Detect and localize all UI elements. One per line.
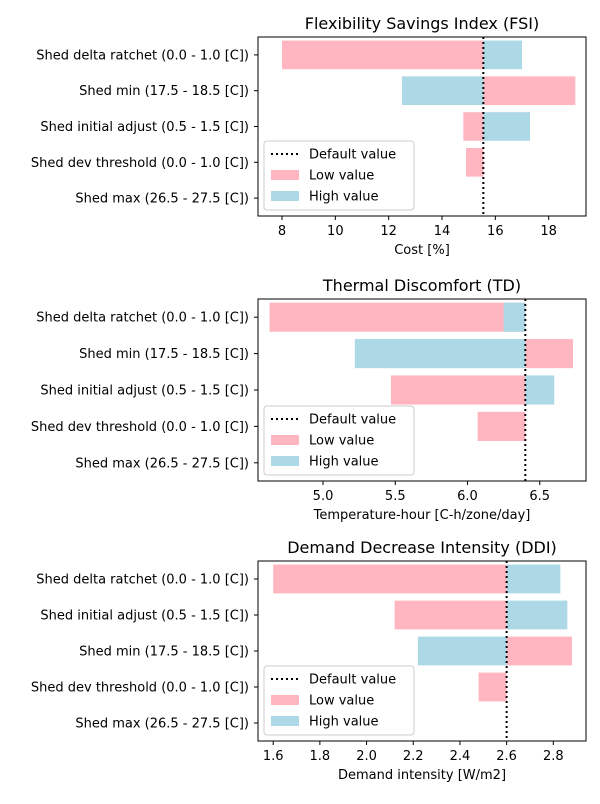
legend: Default value Low value High value [263, 140, 415, 211]
low-value-bar [483, 76, 576, 106]
legend-label: Low value [309, 434, 374, 449]
legend-label: Default value [309, 413, 396, 428]
x-axis-label: Temperature-hour [C-h/zone/day] [313, 508, 531, 523]
legend-box [263, 140, 415, 211]
category-label: Shed initial adjust (0.5 - 1.5 [C]) [40, 384, 249, 399]
legend-high-swatch [271, 191, 299, 201]
high-value-bar [525, 375, 555, 405]
low-value-bar [477, 411, 526, 441]
x-tick-label: 16 [487, 224, 504, 239]
category-label: Shed delta ratchet (0.0 - 1.0 [C]) [36, 573, 249, 588]
category-label: Shed dev threshold (0.0 - 1.0 [C]) [31, 156, 249, 171]
x-tick-label: 5.0 [313, 489, 334, 504]
x-tick-label: 6.0 [457, 489, 478, 504]
high-value-bar [503, 302, 526, 332]
chart-panel-2: Thermal Discomfort (TD) Shed delta ratche… [31, 276, 587, 523]
category-label: Shed min (17.5 - 18.5 [C]) [79, 347, 249, 362]
chart-title: Thermal Discomfort (TD) [322, 276, 521, 295]
low-value-bar [525, 339, 573, 369]
x-tick-label: 10 [327, 224, 344, 239]
plot-frame [257, 36, 587, 217]
chart-panel-3: Demand Decrease Intensity (DDI) Shed delt… [31, 538, 587, 783]
low-value-bar [394, 600, 507, 630]
legend-low-swatch [271, 170, 299, 180]
legend-low-swatch [271, 695, 299, 705]
legend-label: Low value [309, 169, 374, 184]
x-tick-label: 2.0 [356, 749, 377, 764]
legend-low-swatch [271, 435, 299, 445]
x-tick-label: 2.2 [403, 749, 424, 764]
plot-frame [257, 560, 587, 742]
x-tick-label: 6.5 [529, 489, 550, 504]
legend-label: High value [309, 715, 379, 730]
low-value-bar [273, 564, 507, 594]
chart-panel-1: Flexibility Savings Index (FSI) Shed delt… [31, 14, 587, 258]
low-value-bar [390, 375, 526, 405]
chart-title: Demand Decrease Intensity (DDI) [287, 538, 557, 557]
category-label: Shed min (17.5 - 18.5 [C]) [79, 645, 249, 660]
x-axis-label: Cost [%] [394, 243, 450, 258]
legend-label: Low value [309, 694, 374, 709]
legend: Default value Low value High value [263, 665, 415, 736]
category-label: Shed initial adjust (0.5 - 1.5 [C]) [40, 609, 249, 624]
high-value-bar [506, 600, 568, 630]
high-value-bar [483, 40, 522, 70]
legend-label: Default value [309, 148, 396, 163]
category-label: Shed dev threshold (0.0 - 1.0 [C]) [31, 420, 249, 435]
category-label: Shed delta ratchet (0.0 - 1.0 [C]) [36, 311, 249, 326]
x-tick-label: 18 [540, 224, 557, 239]
legend-box [263, 405, 415, 476]
x-tick-label: 2.8 [543, 749, 564, 764]
legend-label: Default value [309, 673, 396, 688]
category-label: Shed initial adjust (0.5 - 1.5 [C]) [40, 120, 249, 135]
high-value-bar [506, 564, 561, 594]
x-tick-label: 1.6 [263, 749, 284, 764]
low-value-bar [478, 672, 507, 702]
x-tick-label: 14 [434, 224, 451, 239]
category-label: Shed max (26.5 - 27.5 [C]) [75, 192, 249, 207]
low-value-bar [282, 40, 484, 70]
legend-high-swatch [271, 716, 299, 726]
high-value-bar [483, 112, 530, 141]
x-axis-label: Demand intensity [W/m2] [338, 768, 506, 783]
low-value-bar [463, 112, 484, 141]
category-label: Shed min (17.5 - 18.5 [C]) [79, 84, 249, 99]
legend-box [263, 665, 415, 736]
category-label: Shed dev threshold (0.0 - 1.0 [C]) [31, 681, 249, 696]
low-value-bar [269, 302, 526, 332]
x-tick-label: 2.4 [450, 749, 471, 764]
plot-frame [257, 298, 587, 482]
category-label: Shed max (26.5 - 27.5 [C]) [75, 456, 249, 471]
x-tick-label: 2.6 [496, 749, 517, 764]
legend-label: High value [309, 190, 379, 205]
legend: Default value Low value High value [263, 405, 415, 476]
high-value-bar [354, 339, 526, 369]
high-value-bar [402, 76, 484, 106]
legend-label: High value [309, 455, 379, 470]
low-value-bar [466, 147, 484, 177]
category-label: Shed max (26.5 - 27.5 [C]) [75, 717, 249, 732]
legend-high-swatch [271, 456, 299, 466]
x-tick-label: 5.5 [385, 489, 406, 504]
category-label: Shed delta ratchet (0.0 - 1.0 [C]) [36, 48, 249, 63]
x-tick-label: 8 [278, 224, 286, 239]
x-tick-label: 1.8 [310, 749, 331, 764]
low-value-bar [506, 636, 572, 666]
chart-title: Flexibility Savings Index (FSI) [305, 14, 539, 33]
x-tick-label: 12 [380, 224, 397, 239]
high-value-bar [417, 636, 507, 666]
